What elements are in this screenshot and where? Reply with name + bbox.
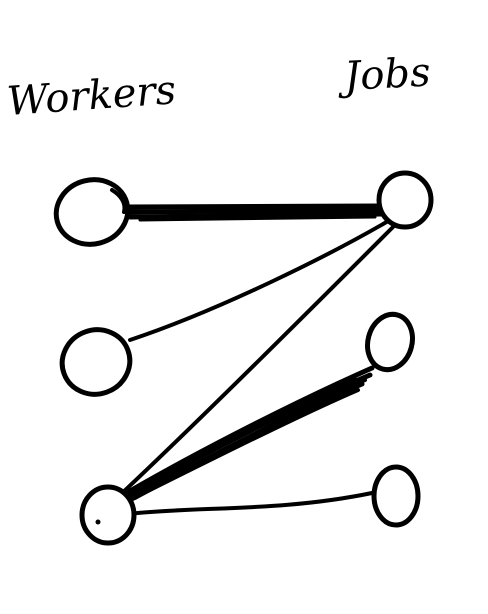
- worker-nodes: [53, 177, 137, 546]
- edge-worker-1-job-1: [117, 203, 385, 222]
- edge-worker-3-job-1: [118, 223, 397, 497]
- job-nodes: [365, 170, 434, 528]
- edge-worker-3-job-3: [126, 491, 374, 516]
- edges: [115, 203, 397, 516]
- worker-node-2: [59, 327, 133, 397]
- worker-node-1-mark: [110, 188, 127, 214]
- worker-node-1: [53, 177, 131, 247]
- job-node-2: [365, 311, 415, 373]
- worker-node-3: [79, 484, 137, 546]
- worker-node-3-dot: [95, 519, 101, 525]
- job-node-1: [376, 170, 434, 230]
- job-node-3: [371, 464, 421, 528]
- workers-label: Workers: [5, 67, 177, 125]
- edge-worker-3-job-2: [115, 365, 375, 505]
- edge-worker-2-job-1: [128, 218, 392, 342]
- jobs-label: Jobs: [336, 50, 432, 101]
